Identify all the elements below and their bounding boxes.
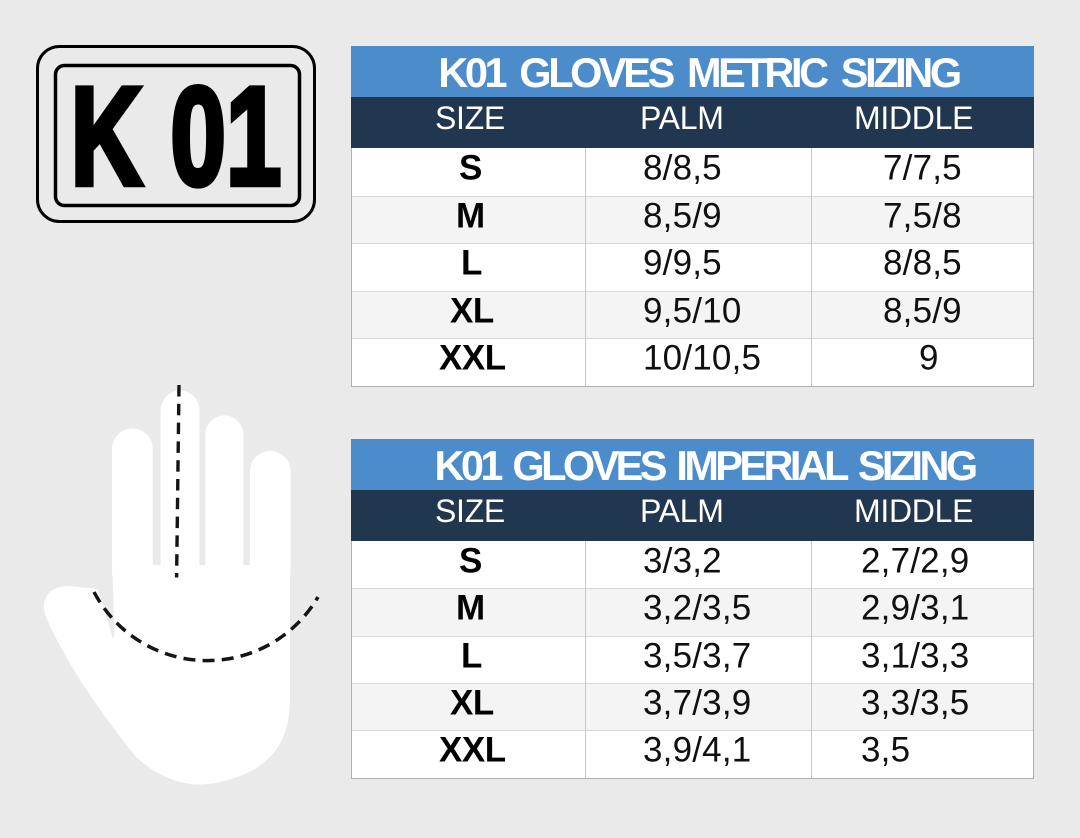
svg-text:K 01: K 01 (71, 58, 282, 215)
